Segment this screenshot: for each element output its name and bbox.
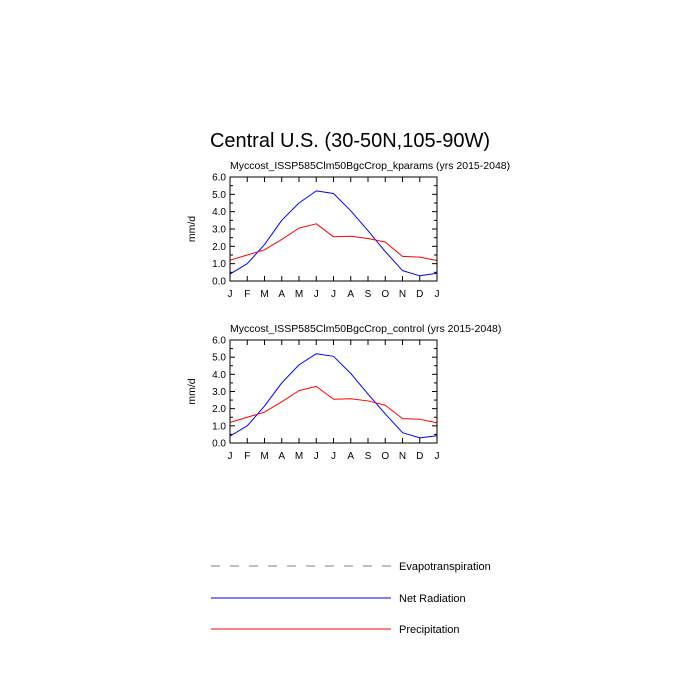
x-tick-label: J — [314, 451, 319, 462]
x-tick-label: F — [244, 451, 250, 462]
series-line-precipitation — [229, 385, 438, 424]
x-tick-label: J — [435, 289, 440, 300]
x-tick-label: M — [260, 289, 268, 300]
x-tick-label: O — [381, 289, 389, 300]
x-tick-label: D — [416, 289, 423, 300]
y-tick-label: 6.0 — [212, 336, 226, 347]
x-tick-label: A — [347, 289, 354, 300]
plot-frame — [229, 176, 438, 282]
x-tick-label: N — [399, 289, 406, 300]
y-tick-label: 0.0 — [212, 439, 226, 450]
y-tick-label: 3.0 — [212, 225, 226, 236]
x-tick-label: J — [228, 451, 233, 462]
x-tick-label: F — [244, 289, 250, 300]
legend: Evapotranspiration Net Radiation Precipita… — [211, 561, 491, 636]
chart-title: Myccost_ISSP585Clm50BgcCrop_control (yrs… — [230, 323, 501, 335]
y-tick-label: 2.0 — [212, 242, 226, 253]
legend-label: Precipitation — [399, 624, 460, 636]
series-line-net-radiation — [229, 353, 438, 439]
y-tick-label: 1.0 — [212, 421, 226, 432]
y-tick-label: 1.0 — [212, 259, 226, 270]
chart-panel-2: Myccost_ISSP585Clm50BgcCrop_control (yrs… — [186, 323, 501, 462]
y-tick-label: 2.0 — [212, 404, 226, 415]
legend-item-evapotranspiration: Evapotranspiration — [211, 561, 491, 573]
x-tick-label: M — [295, 289, 303, 300]
legend-item-net-radiation: Net Radiation — [211, 593, 466, 605]
chart-panel-1: Myccost_ISSP585Clm50BgcCrop_kparams (yrs… — [186, 160, 510, 300]
plot-frame — [229, 339, 438, 444]
x-tick-label: A — [347, 451, 354, 462]
x-tick-label: J — [314, 289, 319, 300]
x-tick-label: J — [331, 289, 336, 300]
x-tick-label: D — [416, 451, 423, 462]
chart-panels: Myccost_ISSP585Clm50BgcCrop_kparams (yrs… — [186, 160, 510, 462]
x-tick-label: J — [228, 289, 233, 300]
y-tick-label: 5.0 — [212, 190, 226, 201]
x-tick-label: N — [399, 451, 406, 462]
figure-title: Central U.S. (30-50N,105-90W) — [210, 130, 490, 152]
x-tick-label: S — [365, 451, 372, 462]
x-tick-label: M — [260, 451, 268, 462]
y-axis-label: mm/d — [186, 216, 198, 242]
y-tick-label: 3.0 — [212, 387, 226, 398]
y-tick-label: 4.0 — [212, 207, 226, 218]
y-tick-label: 6.0 — [212, 173, 226, 184]
y-axis-label: mm/d — [186, 378, 198, 404]
series-line-precipitation — [229, 223, 438, 262]
y-tick-label: 4.0 — [212, 370, 226, 381]
x-tick-label: S — [365, 289, 372, 300]
x-tick-label: A — [278, 289, 285, 300]
chart-title: Myccost_ISSP585Clm50BgcCrop_kparams (yrs… — [230, 160, 510, 172]
legend-label: Evapotranspiration — [399, 561, 491, 573]
x-tick-label: J — [435, 451, 440, 462]
y-tick-label: 0.0 — [212, 277, 226, 288]
x-tick-label: M — [295, 451, 303, 462]
legend-label: Net Radiation — [399, 593, 466, 605]
series-line-net-radiation — [229, 190, 438, 277]
x-tick-label: A — [278, 451, 285, 462]
x-tick-label: O — [381, 451, 389, 462]
legend-item-precipitation: Precipitation — [211, 624, 460, 636]
x-tick-label: J — [331, 451, 336, 462]
y-tick-label: 5.0 — [212, 353, 226, 364]
